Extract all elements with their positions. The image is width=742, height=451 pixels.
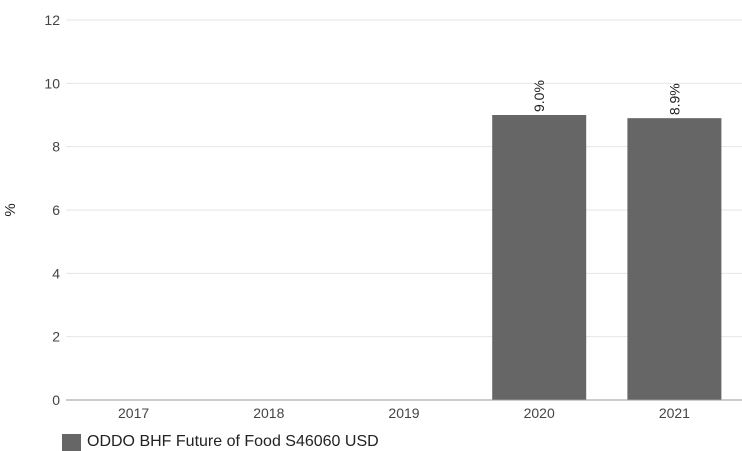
bar-labels: 9.0% 8.9% bbox=[531, 80, 682, 115]
y-tick-label: 4 bbox=[52, 265, 60, 281]
x-tick-label: 2017 bbox=[118, 405, 149, 421]
y-tick-label: 0 bbox=[52, 392, 60, 408]
y-axis-ticks: 0 2 4 6 8 10 12 bbox=[44, 12, 60, 408]
y-tick-label: 8 bbox=[52, 139, 60, 155]
y-axis-title: % bbox=[2, 203, 19, 216]
y-tick-label: 12 bbox=[44, 12, 60, 28]
x-tick-label: 2019 bbox=[388, 405, 419, 421]
bar-2021 bbox=[627, 118, 722, 401]
bar-2020 bbox=[492, 115, 587, 400]
legend-label: ODDO BHF Future of Food S46060 USD bbox=[87, 433, 379, 450]
x-tick-label: 2021 bbox=[659, 405, 690, 421]
bars bbox=[492, 115, 722, 401]
data-label-2021: 8.9% bbox=[666, 83, 682, 115]
x-tick-label: 2020 bbox=[524, 405, 555, 421]
legend-swatch bbox=[62, 433, 81, 451]
y-tick-label: 6 bbox=[52, 202, 60, 218]
legend: ODDO BHF Future of Food S46060 USD bbox=[62, 433, 379, 451]
y-tick-label: 10 bbox=[44, 75, 60, 91]
y-tick-label: 2 bbox=[52, 329, 60, 345]
x-tick-label: 2018 bbox=[253, 405, 284, 421]
data-label-2020: 9.0% bbox=[531, 80, 547, 112]
x-axis-ticks: 2017 2018 2019 2020 2021 bbox=[118, 405, 690, 421]
